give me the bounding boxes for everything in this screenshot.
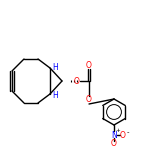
Text: O: O <box>74 76 80 85</box>
Text: -: - <box>127 129 129 135</box>
Text: O: O <box>120 131 126 140</box>
Text: N: N <box>111 131 117 140</box>
Text: O: O <box>111 140 117 149</box>
Text: H: H <box>52 90 58 100</box>
Text: +: + <box>116 128 120 133</box>
Text: O: O <box>86 95 92 105</box>
Text: H: H <box>52 62 58 71</box>
Text: O: O <box>86 60 92 69</box>
